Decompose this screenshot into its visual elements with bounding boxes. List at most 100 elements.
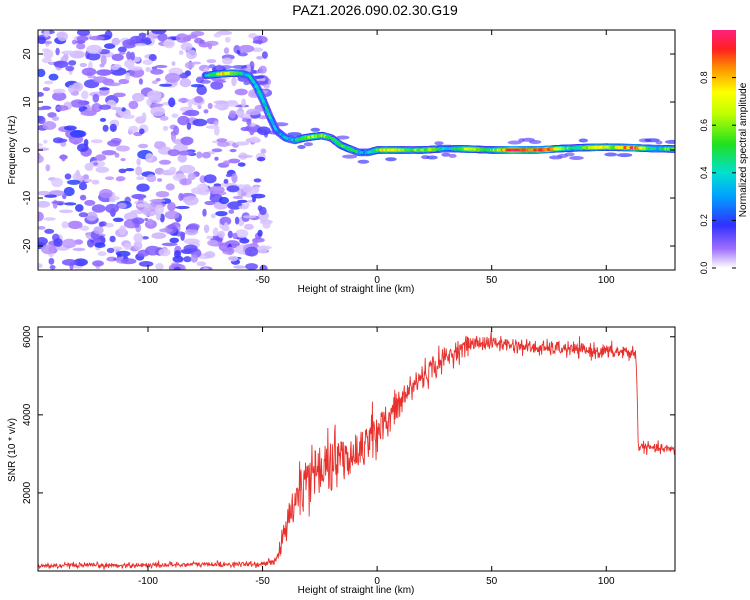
noise-speckle [149,199,166,203]
noise-speckle [154,141,161,147]
noise-speckle [147,90,162,100]
noise-speckle [134,43,147,47]
noise-speckle [159,83,173,87]
noise-speckle [206,59,217,64]
noise-speckle [38,237,48,246]
noise-speckle [173,125,180,136]
noise-speckle [43,217,56,221]
noise-speckle [43,30,50,38]
noise-speckle [206,235,214,240]
noise-speckle [247,199,254,203]
noise-speckle [94,242,106,248]
noise-speckle [98,104,111,110]
noise-speckle [38,226,46,230]
noise-speckle [205,125,220,129]
noise-speckle [208,43,213,50]
noise-speckle [63,202,77,206]
noise-speckle [136,203,147,208]
noise-speckle [251,47,264,53]
snr-series-line [38,331,675,570]
noise-speckle [214,80,227,83]
noise-speckle [57,138,68,143]
noise-speckle [231,173,238,184]
noise-speckle [42,87,51,92]
noise-speckle [64,173,72,180]
noise-speckle [163,39,175,49]
snr-frame [37,326,676,572]
noise-speckle [38,200,51,208]
noise-speckle [226,185,240,193]
noise-speckle [164,210,180,220]
noise-speckle [41,57,52,64]
ridge-halo [434,141,444,146]
noise-speckle [253,178,262,183]
noise-speckle [111,107,123,111]
noise-speckle [204,251,216,259]
noise-speckle [118,51,126,55]
noise-speckle [177,153,188,163]
noise-speckle [184,61,195,69]
noise-speckle [67,220,83,230]
noise-speckle [182,111,195,116]
ridge-halo [287,132,302,137]
noise-speckle [239,238,250,244]
noise-speckle [105,82,121,87]
noise-speckle [51,200,65,205]
noise-speckle [116,202,127,209]
noise-speckle [78,182,88,191]
noise-speckle [71,39,78,45]
noise-speckle [187,172,196,181]
noise-speckle [73,258,88,267]
noise-speckle [168,97,176,108]
figure-title: PAZ1.2026.090.02.30.G19 [292,2,458,18]
noise-speckle [261,51,268,59]
noise-speckle [66,179,81,185]
noise-speckle [225,101,239,107]
noise-speckle [159,159,171,165]
noise-speckle [186,122,192,130]
noise-speckle [183,244,198,253]
noise-speckle [169,237,179,244]
ridge-halo [385,157,397,162]
noise-speckle [252,238,259,245]
noise-speckle [81,90,89,100]
noise-speckle [173,266,181,270]
noise-speckle [167,202,176,212]
noise-speckle [38,115,46,125]
noise-speckle [139,128,145,135]
noise-speckle [42,48,50,52]
ridge-halo [564,152,575,157]
noise-speckle [196,261,207,267]
noise-speckle [196,183,209,191]
colorbar-ticks: 0.0 0.2 0.4 0.6 0.8 [699,71,736,274]
noise-speckle [257,126,271,136]
noise-speckle [150,103,164,107]
noise-speckle [104,43,116,49]
noise-speckle [105,203,119,214]
ridge-halo [310,127,321,132]
noise-speckle [244,246,259,257]
noise-speckle [91,103,103,113]
noise-speckle [175,33,189,43]
noise-speckle [68,85,75,94]
noise-speckle [100,69,113,74]
noise-speckle [157,178,163,182]
noise-speckle [48,257,55,265]
noise-speckle [44,194,57,198]
noise-speckle [109,197,116,203]
spectrogram-signal-ridge [199,64,675,164]
y-tick-label: 2000 [22,481,33,504]
noise-speckle [187,223,200,230]
noise-speckle [44,80,54,85]
ridge-halo [664,139,675,144]
noise-speckle [86,211,98,222]
noise-speckle [225,173,232,178]
noise-speckle [58,209,74,214]
ridge-halo [243,81,250,86]
noise-speckle [179,264,186,270]
noise-speckle [184,195,199,206]
snr-x-ticks: -100 -50 0 50 100 [138,327,615,587]
noise-speckle [260,148,267,154]
noise-speckle [259,264,268,270]
noise-speckle [257,205,263,212]
